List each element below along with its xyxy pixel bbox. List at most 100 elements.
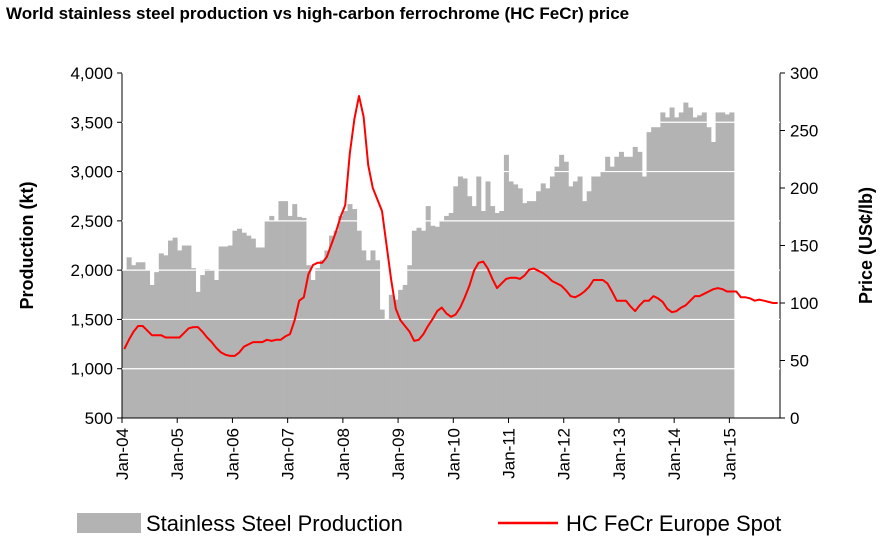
production-bar xyxy=(425,206,431,418)
production-bar xyxy=(122,270,128,418)
production-bar xyxy=(517,188,523,418)
production-bar xyxy=(453,186,459,418)
production-bar xyxy=(140,262,146,418)
production-bar xyxy=(632,146,638,418)
legend-swatch-production xyxy=(77,513,141,533)
axes xyxy=(117,72,785,423)
price-line-layer xyxy=(123,95,778,357)
production-bar xyxy=(540,183,546,418)
production-bar xyxy=(591,176,597,418)
production-bar xyxy=(145,270,151,418)
production-bar xyxy=(678,112,684,418)
production-bar xyxy=(292,204,298,418)
x-tick-label: Jan-15 xyxy=(720,428,739,480)
production-bar xyxy=(301,217,307,418)
legend-label-production: Stainless Steel Production xyxy=(146,511,403,536)
production-bar xyxy=(246,235,252,418)
production-bar xyxy=(490,206,496,418)
production-bar xyxy=(209,270,215,418)
production-bar xyxy=(683,102,689,419)
production-bar xyxy=(227,245,233,418)
right-tick-label: 0 xyxy=(790,409,799,428)
x-tick-label: Jan-11 xyxy=(500,428,519,479)
production-bar xyxy=(664,117,670,418)
production-bar xyxy=(623,156,629,419)
left-tick-label: 2,000 xyxy=(70,261,113,280)
left-tick-label: 2,500 xyxy=(70,212,113,231)
production-bar xyxy=(706,127,712,418)
production-bar xyxy=(241,232,247,418)
x-tick-label: Jan-04 xyxy=(113,428,132,480)
production-bar xyxy=(319,260,325,418)
left-tick-label: 3,500 xyxy=(70,113,113,132)
production-bar xyxy=(526,201,532,418)
production-bar xyxy=(347,204,353,418)
production-bar xyxy=(379,309,385,418)
production-bar xyxy=(568,186,574,418)
production-bar xyxy=(411,230,417,418)
production-bar xyxy=(177,250,183,418)
right-tick-label: 150 xyxy=(790,237,818,256)
production-bar xyxy=(365,260,371,418)
production-bar xyxy=(715,112,721,418)
x-tick-label: Jan-08 xyxy=(334,428,353,480)
production-bar xyxy=(674,117,680,418)
right-tick-label: 200 xyxy=(790,179,818,198)
production-bar xyxy=(375,260,381,418)
production-bar xyxy=(168,240,174,418)
production-bar xyxy=(200,275,206,418)
production-bar xyxy=(195,291,201,418)
production-bar xyxy=(388,294,394,418)
production-bar xyxy=(729,112,735,418)
production-bar xyxy=(467,196,473,418)
production-bar xyxy=(393,299,399,418)
x-tick-label: Jan-06 xyxy=(223,428,242,480)
production-bar xyxy=(582,201,588,418)
production-bar xyxy=(315,268,321,418)
production-bar xyxy=(724,114,730,419)
production-bar xyxy=(416,227,422,418)
production-bar xyxy=(480,211,486,418)
production-bar xyxy=(255,247,261,418)
left-tick-label: 1,500 xyxy=(70,310,113,329)
production-bar xyxy=(508,181,514,418)
production-bar xyxy=(697,115,703,418)
production-bar xyxy=(260,247,266,418)
left-tick-label: 1,000 xyxy=(70,360,113,379)
production-bar xyxy=(605,156,611,419)
production-bar xyxy=(370,250,376,418)
production-bar xyxy=(310,280,316,418)
production-bar xyxy=(577,176,583,418)
production-bar xyxy=(352,209,358,418)
production-bar xyxy=(218,246,224,418)
production-bar xyxy=(356,230,362,418)
production-bar xyxy=(306,265,312,418)
production-bar xyxy=(651,127,657,418)
production-bar xyxy=(149,284,155,418)
production-bar xyxy=(692,117,698,418)
x-tick-label: Jan-07 xyxy=(279,428,298,480)
production-bar xyxy=(342,211,348,418)
production-bar xyxy=(448,212,454,418)
production-bar xyxy=(536,191,542,418)
production-bar xyxy=(191,268,197,418)
right-tick-label: 300 xyxy=(790,64,818,83)
production-bar xyxy=(485,181,491,418)
x-tick-label: Jan-05 xyxy=(168,428,187,480)
production-bar xyxy=(586,191,592,418)
production-bar xyxy=(250,238,256,418)
production-bar xyxy=(499,211,505,418)
production-bar xyxy=(545,188,551,418)
production-bar xyxy=(338,215,344,418)
production-bar xyxy=(333,230,339,418)
production-bar xyxy=(186,245,192,418)
production-bar xyxy=(549,176,555,418)
production-bar xyxy=(503,154,509,419)
production-bar xyxy=(421,230,427,418)
production-bar xyxy=(637,151,643,418)
production-bar xyxy=(457,176,463,418)
left-axis-title: Production (kt) xyxy=(17,182,37,310)
production-bar xyxy=(329,235,335,418)
production-bar xyxy=(402,284,408,418)
production-bar xyxy=(324,250,330,418)
